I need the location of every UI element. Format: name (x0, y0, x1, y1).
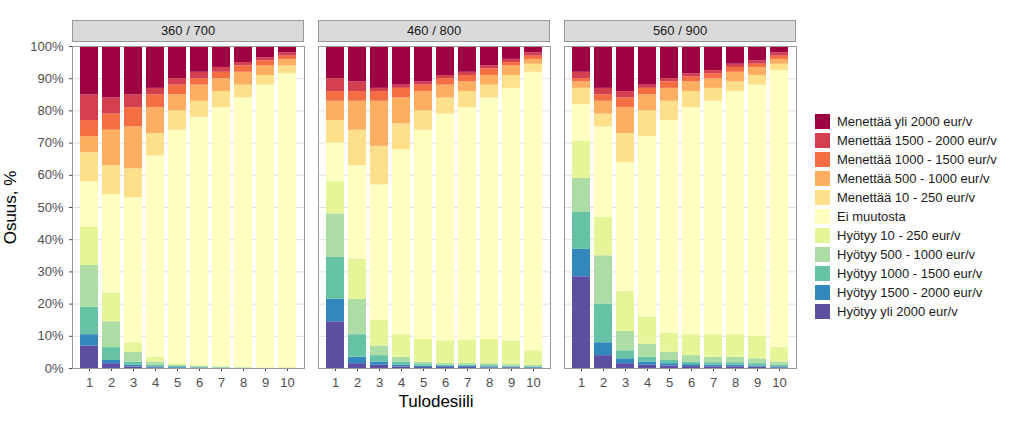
html-text:Menettää yli 2000 eur/v: Menettää yli 2000 eur/v (837, 113, 973, 129)
html-text:Hyötyy 10 - 250 eur/v: Hyötyy 10 - 250 eur/v (837, 227, 961, 243)
svg-text:30%: 30% (37, 264, 63, 279)
html-text:Menettää 500 - 1000 eur/v: Menettää 500 - 1000 eur/v (837, 170, 990, 186)
html-text:460 / 800: 460 / 800 (406, 23, 462, 38)
svg-text:7: 7 (464, 375, 471, 390)
svg-text:20%: 20% (37, 296, 63, 311)
svg-text:1: 1 (578, 375, 585, 390)
svg-text:10: 10 (280, 375, 294, 390)
svg-text:80%: 80% (37, 103, 63, 118)
svg-text:7: 7 (218, 375, 225, 390)
svg-text:2: 2 (600, 375, 607, 390)
svg-text:60%: 60% (37, 167, 63, 182)
html-text:Ei muutosta: Ei muutosta (837, 208, 906, 224)
svg-text:3: 3 (376, 375, 383, 390)
svg-text:2: 2 (354, 375, 361, 390)
html-text:Menettää 1500 - 2000 eur/v: Menettää 1500 - 2000 eur/v (837, 132, 997, 148)
svg-text:0%: 0% (45, 361, 64, 376)
html-text:Hyötyy 1500 - 2000 eur/v: Hyötyy 1500 - 2000 eur/v (837, 284, 983, 300)
svg-text:4: 4 (398, 375, 405, 390)
html-text:Tulodesiili: Tulodesiili (398, 392, 474, 411)
html-text:Menettää 10 - 250 eur/v: Menettää 10 - 250 eur/v (837, 189, 975, 205)
svg-text:9: 9 (508, 375, 515, 390)
svg-text:9: 9 (262, 375, 269, 390)
html-text:560 / 900: 560 / 900 (652, 23, 708, 38)
svg-text:10%: 10% (37, 328, 63, 343)
svg-text:8: 8 (486, 375, 493, 390)
svg-text:6: 6 (442, 375, 449, 390)
svg-text:5: 5 (420, 375, 427, 390)
svg-text:100%: 100% (30, 42, 64, 54)
svg-text:50%: 50% (37, 200, 63, 215)
svg-text:4: 4 (644, 375, 651, 390)
html-text:Menettää 1000 - 1500 eur/v: Menettää 1000 - 1500 eur/v (837, 151, 997, 167)
html-text:360 / 700: 360 / 700 (160, 23, 216, 38)
html-text:Hyötyy yli 2000 eur/v: Hyötyy yli 2000 eur/v (837, 303, 958, 319)
html-text:Hyötyy 500 - 1000 eur/v: Hyötyy 500 - 1000 eur/v (837, 246, 975, 262)
svg-text:3: 3 (622, 375, 629, 390)
html-text:Hyötyy 1000 - 1500 eur/v: Hyötyy 1000 - 1500 eur/v (837, 265, 983, 281)
svg-text:5: 5 (666, 375, 673, 390)
svg-text:40%: 40% (37, 232, 63, 247)
svg-text:10: 10 (772, 375, 786, 390)
svg-text:Osuus, %: Osuus, % (1, 171, 20, 245)
svg-text:9: 9 (754, 375, 761, 390)
svg-text:6: 6 (688, 375, 695, 390)
svg-text:70%: 70% (37, 135, 63, 150)
svg-text:8: 8 (732, 375, 739, 390)
svg-text:2: 2 (108, 375, 115, 390)
svg-text:8: 8 (240, 375, 247, 390)
svg-text:6: 6 (196, 375, 203, 390)
svg-text:10: 10 (526, 375, 540, 390)
svg-text:4: 4 (152, 375, 159, 390)
svg-text:90%: 90% (37, 71, 63, 86)
svg-text:5: 5 (174, 375, 181, 390)
svg-text:1: 1 (332, 375, 339, 390)
svg-text:7: 7 (710, 375, 717, 390)
svg-text:1: 1 (86, 375, 93, 390)
svg-text:3: 3 (130, 375, 137, 390)
